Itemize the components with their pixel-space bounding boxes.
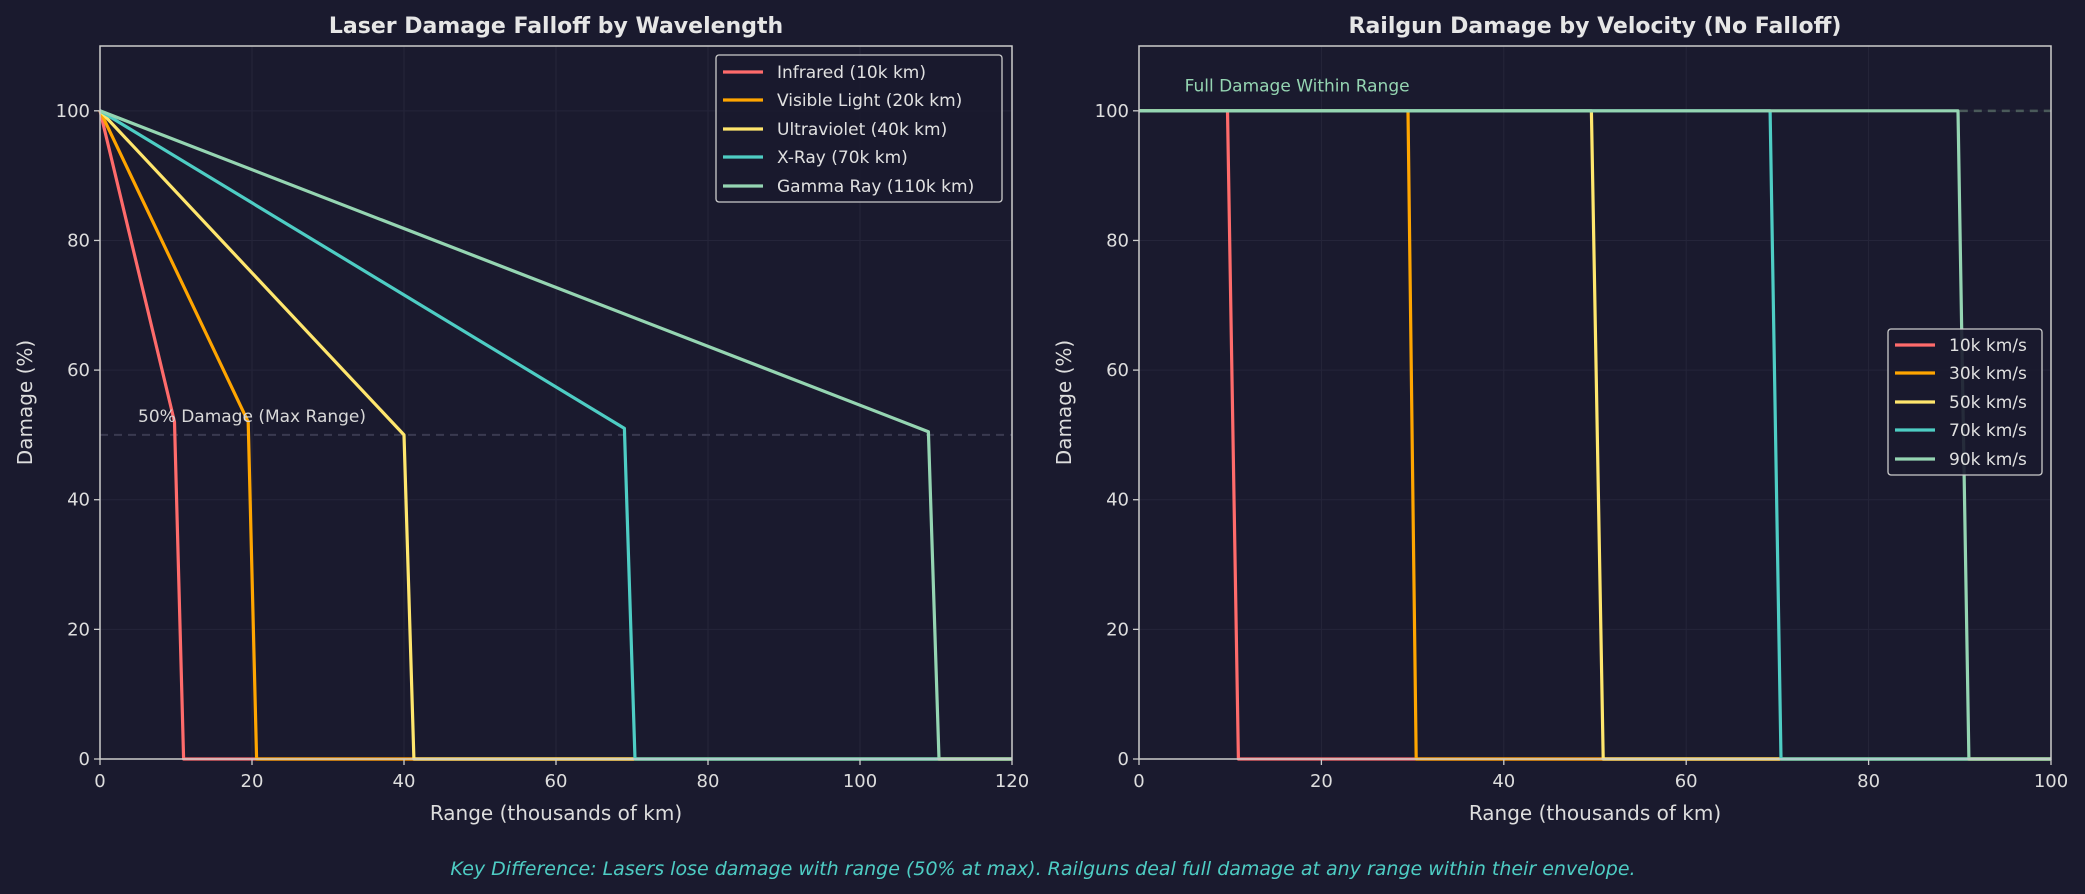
legend: 10k km/s 30k km/s 50k km/s 70k km/s 90k km/s [1887, 328, 2043, 476]
legend-label: 50k km/s [1949, 393, 2027, 413]
y-tick-label: 100 [56, 101, 90, 122]
railgun-chart: Full Damage Within Range 0 20 40 60 80 100 0 20 4… [1052, 14, 2068, 825]
x-tick-label: 60 [545, 771, 568, 792]
x-tick-label: 100 [2034, 771, 2068, 792]
y-tick-label: 80 [67, 230, 90, 251]
x-tick-label: 60 [1675, 771, 1698, 792]
legend-label: 70k km/s [1949, 421, 2027, 441]
chart-title: Railgun Damage by Velocity (No Falloff) [1349, 14, 1842, 39]
legend-label: 30k km/s [1949, 364, 2027, 384]
legend-label: Gamma Ray (110k km) [777, 177, 974, 197]
legend-box [1887, 328, 2043, 476]
x-tick-label: 40 [1492, 771, 1515, 792]
y-tick-label: 60 [67, 360, 90, 381]
y-tick-label: 80 [1106, 230, 1129, 251]
x-tick-label: 80 [697, 771, 720, 792]
y-tick-label: 60 [1106, 360, 1129, 381]
y-tick-label: 0 [79, 749, 90, 770]
x-tick-label: 20 [241, 771, 264, 792]
x-axis-label: Range (thousands of km) [430, 801, 682, 825]
y-axis-label: Damage (%) [13, 340, 37, 465]
legend-label: Infrared (10k km) [777, 63, 926, 83]
legend: Infrared (10k km) Visible Light (20k km) U… [715, 54, 1003, 203]
x-tick-label: 120 [995, 771, 1029, 792]
legend-label: Visible Light (20k km) [777, 91, 962, 111]
x-tick-label: 0 [94, 771, 105, 792]
x-tick-label: 40 [393, 771, 416, 792]
annotation: 50% Damage (Max Range) [138, 407, 366, 427]
y-tick-label: 20 [67, 619, 90, 640]
chart-title: Laser Damage Falloff by Wavelength [329, 14, 783, 39]
legend-label: 90k km/s [1949, 450, 2027, 470]
laser-chart: 50% Damage (Max Range) 0 20 40 60 80 100 120 0 20… [13, 14, 1029, 825]
y-tick-label: 20 [1106, 619, 1129, 640]
x-tick-label: 20 [1310, 771, 1333, 792]
y-tick-label: 100 [1095, 101, 1129, 122]
axes-frame [1138, 45, 2052, 760]
y-tick-label: 0 [1118, 749, 1129, 770]
legend-label: X-Ray (70k km) [777, 148, 908, 168]
y-axis-label: Damage (%) [1052, 340, 1076, 465]
y-tick-label: 40 [67, 490, 90, 511]
legend-box [715, 54, 1003, 203]
legend-label: 10k km/s [1949, 336, 2027, 356]
annotation: Full Damage Within Range [1185, 76, 1410, 96]
x-tick-label: 80 [1857, 771, 1880, 792]
y-tick-label: 40 [1106, 490, 1129, 511]
x-axis-label: Range (thousands of km) [1469, 801, 1721, 825]
x-tick-label: 0 [1133, 771, 1144, 792]
legend-label: Ultraviolet (40k km) [777, 120, 947, 140]
footer-note: Key Difference: Lasers lose damage with … [450, 858, 1635, 880]
x-tick-label: 100 [843, 771, 877, 792]
